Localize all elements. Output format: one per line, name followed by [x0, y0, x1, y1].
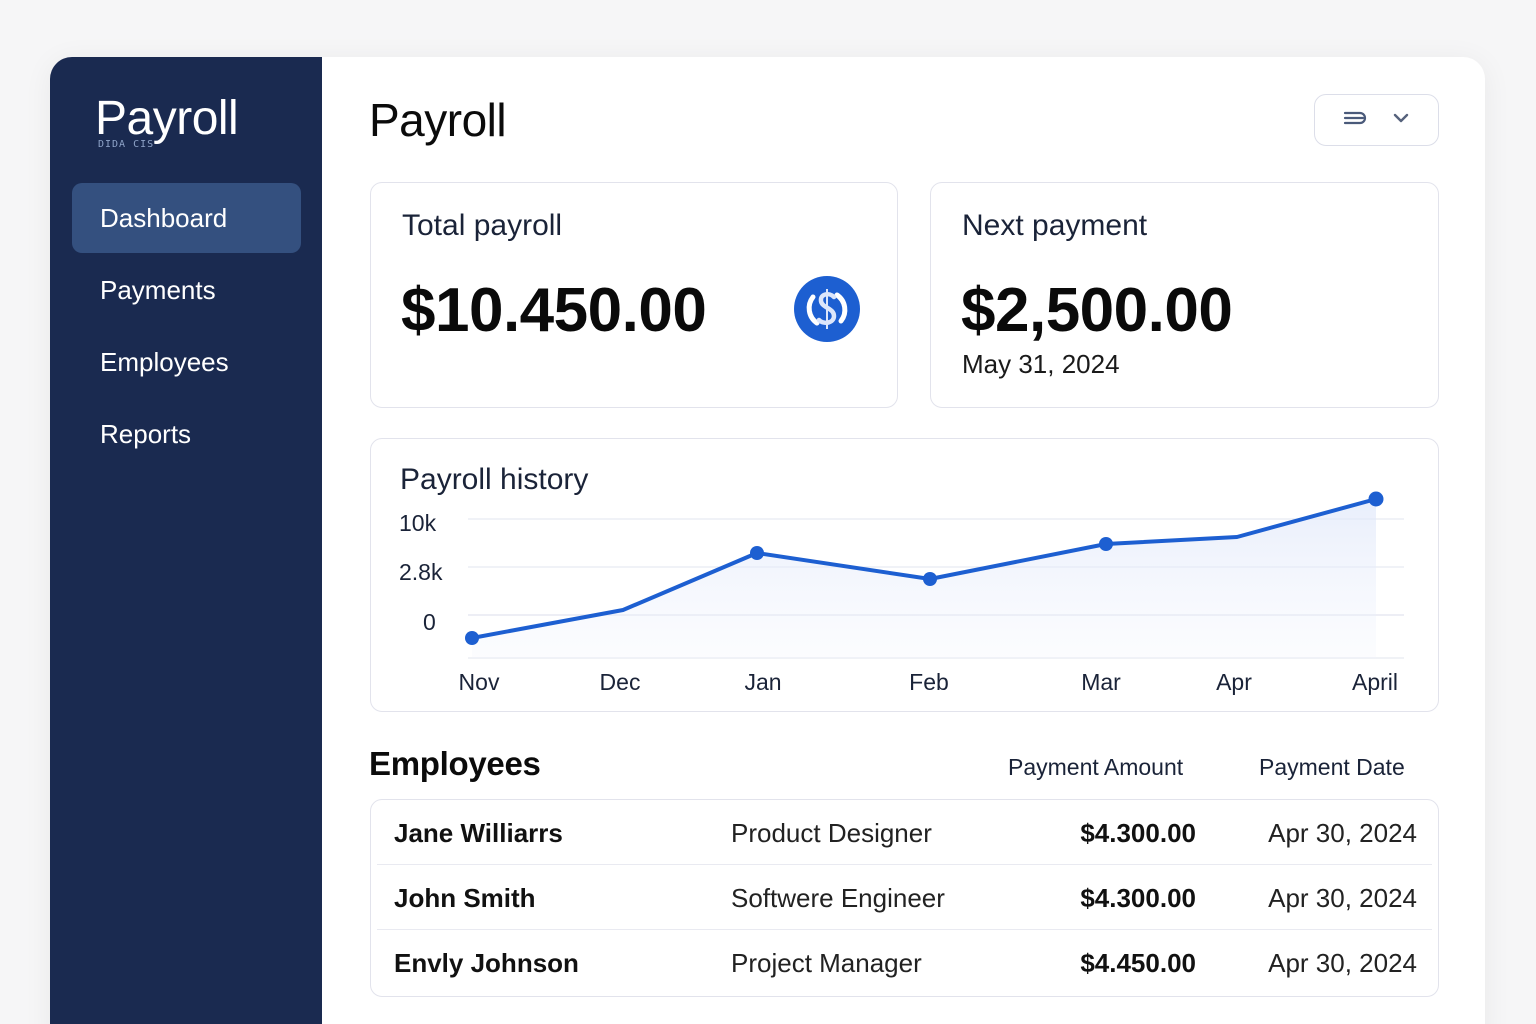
y-tick-10k: 10k — [399, 510, 437, 536]
employees-title: Employees — [369, 745, 541, 782]
brand-name: Payroll — [95, 92, 239, 145]
main-content: Payroll Total payroll $10.450.00 — [322, 57, 1485, 1024]
y-tick-0: 0 — [423, 609, 436, 635]
column-header-amount[interactable]: Payment Amount — [1008, 754, 1184, 780]
page-title: Payroll — [369, 94, 507, 146]
chevron-down-icon — [1392, 111, 1410, 129]
chart-title: Payroll history — [400, 463, 589, 496]
sidebar-item-label: Dashboard — [100, 202, 228, 233]
payment-date: Apr 30, 2024 — [1268, 818, 1417, 848]
sidebar-item-payments[interactable]: Payments — [72, 255, 301, 325]
svg-text:Dec: Dec — [600, 669, 641, 695]
payment-date: Apr 30, 2024 — [1268, 883, 1417, 913]
y-tick-2.8k: 2.8k — [399, 559, 443, 585]
next-payment-value: $2,500.00 — [961, 276, 1233, 345]
app-window: Payroll DIDA CIS Dashboard Payments Empl… — [50, 57, 1485, 1024]
sidebar-item-label: Reports — [100, 418, 192, 449]
employee-name: Envly Johnson — [394, 948, 579, 978]
menu-select-dropdown[interactable] — [1314, 94, 1439, 146]
payment-amount: $4.450.00 — [1080, 948, 1196, 978]
payment-amount: $4.300.00 — [1080, 883, 1196, 913]
sidebar-item-dashboard[interactable]: Dashboard — [72, 183, 301, 253]
employees-table: Jane Williarrs Product Designer $4.300.0… — [370, 799, 1439, 997]
brand-subtitle: DIDA CIS — [98, 139, 155, 150]
sidebar-nav: Dashboard Payments Employees Reports — [72, 183, 301, 471]
sidebar-item-label: Payments — [100, 274, 216, 305]
svg-text:April: April — [1352, 669, 1398, 695]
dollar-circle-icon — [793, 275, 861, 343]
x-axis-labels: Nov Dec Jan Feb Mar Apr April — [459, 669, 1398, 695]
table-row[interactable]: John Smith Softwere Engineer $4.300.00 A… — [377, 865, 1432, 930]
total-payroll-label: Total payroll — [402, 209, 563, 242]
employee-role: Product Designer — [731, 818, 932, 848]
svg-text:Mar: Mar — [1081, 669, 1121, 695]
payroll-history-chart: Payroll history 10k 2.8k 0 — [370, 438, 1439, 712]
svg-text:Apr: Apr — [1216, 669, 1252, 695]
svg-text:Jan: Jan — [744, 669, 781, 695]
sidebar-item-employees[interactable]: Employees — [72, 327, 301, 397]
svg-text:Nov: Nov — [459, 669, 500, 695]
menu-lines-icon — [1343, 110, 1367, 131]
sidebar-item-label: Employees — [100, 346, 229, 377]
table-row[interactable]: Envly Johnson Project Manager $4.450.00 … — [377, 930, 1432, 995]
next-payment-date: May 31, 2024 — [962, 349, 1120, 379]
employee-name: Jane Williarrs — [394, 818, 563, 848]
employee-role: Softwere Engineer — [731, 883, 945, 913]
data-points — [465, 491, 1384, 645]
line-chart: 10k 2.8k 0 Nov Dec Jan Feb — [399, 491, 1404, 695]
brand-logo: Payroll DIDA CIS — [95, 92, 239, 151]
payment-amount: $4.300.00 — [1080, 818, 1196, 848]
total-payroll-card: Total payroll $10.450.00 — [370, 182, 898, 408]
svg-text:Feb: Feb — [909, 669, 949, 695]
next-payment-label: Next payment — [962, 209, 1148, 242]
column-header-date[interactable]: Payment Date — [1259, 754, 1405, 780]
employee-role: Project Manager — [731, 948, 922, 978]
y-axis-labels: 10k 2.8k 0 — [399, 510, 443, 635]
sidebar-item-reports[interactable]: Reports — [72, 399, 301, 469]
next-payment-card: Next payment $2,500.00 May 31, 2024 — [930, 182, 1439, 408]
payment-date: Apr 30, 2024 — [1268, 948, 1417, 978]
table-row[interactable]: Jane Williarrs Product Designer $4.300.0… — [377, 800, 1432, 865]
total-payroll-value: $10.450.00 — [401, 276, 707, 345]
employee-name: John Smith — [394, 883, 536, 913]
sidebar: Payroll DIDA CIS Dashboard Payments Empl… — [50, 57, 322, 1024]
